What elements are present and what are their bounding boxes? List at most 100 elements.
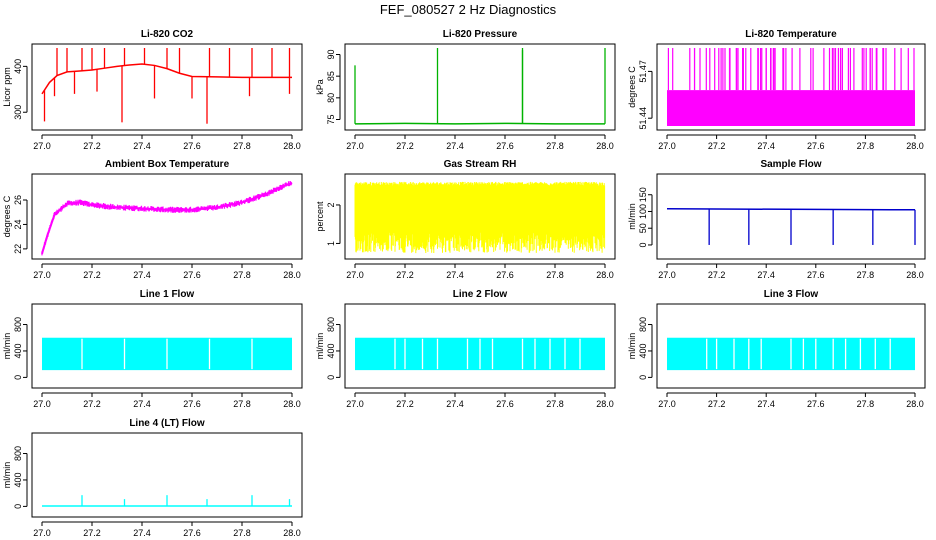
panel-2: Li-820 Pressure kPa 27.0 27.2 27.4 27.6 27.8 28… <box>315 29 616 151</box>
x-tick-label: 27.4 <box>446 270 464 280</box>
x-tick-label: 27.0 <box>33 399 51 409</box>
x-tick-label: 27.6 <box>496 399 514 409</box>
x-tick-label: 28.0 <box>283 399 301 409</box>
panel-title: Li-820 CO2 <box>141 29 194 40</box>
plot-frame <box>31 432 303 518</box>
x-tick-label: 27.0 <box>346 141 364 151</box>
panel-title: Line 4 (LT) Flow <box>129 418 205 429</box>
y-axis-label: kPa <box>315 79 325 95</box>
x-axis: 27.0 27.2 27.4 27.6 27.8 28.0 <box>33 521 301 538</box>
y-axis-label: Licor ppm <box>2 67 12 107</box>
x-tick-label: 27.8 <box>546 399 564 409</box>
x-tick-label: 27.0 <box>658 399 676 409</box>
data-gaps <box>706 338 891 370</box>
x-tick-label: 27.0 <box>346 399 364 409</box>
x-tick-label: 27.2 <box>83 270 101 280</box>
series-marks <box>354 181 606 254</box>
panel-6: Sample Flow ml/min 27.0 27.2 27.4 27.6 27.8 28.… <box>627 159 926 280</box>
data-gaps <box>394 338 581 370</box>
series-marks <box>667 337 915 371</box>
x-tick-label: 27.6 <box>807 141 825 151</box>
y-axis: 12 <box>326 202 341 246</box>
y-tick-label: 22 <box>13 244 23 254</box>
y-tick-label: 800 <box>638 317 648 332</box>
x-tick-label: 28.0 <box>596 270 614 280</box>
x-tick-label: 27.2 <box>396 399 414 409</box>
x-tick-label: 27.2 <box>708 141 726 151</box>
x-tick-label: 27.0 <box>658 270 676 280</box>
y-tick-label: 400 <box>13 343 23 358</box>
x-tick-label: 27.6 <box>807 270 825 280</box>
y-tick-label: 51.47 <box>638 60 648 83</box>
y-axis-label: ml/min <box>2 462 12 489</box>
y-axis: 22 24 26 <box>13 195 28 254</box>
x-tick-label: 27.0 <box>33 528 51 538</box>
y-axis: 0 400 800 <box>13 446 28 509</box>
x-tick-label: 27.8 <box>233 528 251 538</box>
series-marks <box>42 337 292 371</box>
x-tick-label: 27.8 <box>857 141 875 151</box>
x-tick-label: 27.6 <box>183 270 201 280</box>
data-noise <box>41 181 293 256</box>
x-tick-label: 27.2 <box>396 141 414 151</box>
y-axis-label: ml/min <box>315 333 325 360</box>
y-tick-label: 800 <box>13 317 23 332</box>
x-axis: 27.0 27.2 27.4 27.6 27.8 28.0 <box>346 134 614 151</box>
y-tick-label: 75 <box>326 114 336 124</box>
plot-frame <box>31 173 303 260</box>
x-tick-label: 27.8 <box>546 141 564 151</box>
x-tick-label: 27.4 <box>446 141 464 151</box>
y-axis-label: ml/min <box>627 203 637 230</box>
y-tick-label: 300 <box>13 105 23 120</box>
x-tick-label: 27.0 <box>33 270 51 280</box>
x-tick-label: 28.0 <box>283 528 301 538</box>
data-band <box>667 90 915 126</box>
x-tick-label: 27.8 <box>233 270 251 280</box>
y-tick-label: 800 <box>326 317 336 332</box>
x-tick-label: 27.2 <box>83 528 101 538</box>
x-tick-label: 28.0 <box>596 399 614 409</box>
series-marks <box>42 495 292 507</box>
panel-4: Ambient Box Temperature degrees C 27.0 27.2… <box>2 159 303 280</box>
plot-frame <box>656 173 926 260</box>
series-marks <box>354 48 606 125</box>
y-tick-label: 100 <box>638 204 648 219</box>
x-tick-label: 28.0 <box>906 141 924 151</box>
x-tick-label: 27.6 <box>496 270 514 280</box>
x-axis: 27.0 27.2 27.4 27.6 27.8 28.0 <box>33 134 301 151</box>
x-tick-label: 27.8 <box>233 141 251 151</box>
x-tick-label: 27.2 <box>83 141 101 151</box>
data-noise <box>354 181 606 254</box>
data-spikes <box>667 48 915 91</box>
y-axis-label: ml/min <box>627 333 637 360</box>
y-axis-label: degrees C <box>2 195 12 237</box>
y-axis: 0 400 800 <box>638 317 653 380</box>
series-marks <box>667 48 915 126</box>
y-tick-label: 24 <box>13 219 23 229</box>
y-tick-label: 400 <box>638 343 648 358</box>
x-tick-label: 28.0 <box>283 141 301 151</box>
series-marks <box>666 208 916 245</box>
panel-9: Line 3 Flow ml/min 27.0 27.2 27.4 27.6 27.8 28.… <box>627 289 926 409</box>
series-line <box>41 63 292 95</box>
panel-title: Line 2 Flow <box>453 289 508 300</box>
x-tick-label: 27.2 <box>83 399 101 409</box>
x-tick-label: 27.4 <box>133 528 151 538</box>
x-tick-label: 27.6 <box>183 141 201 151</box>
y-tick-label: 80 <box>326 93 336 103</box>
x-tick-label: 27.0 <box>33 141 51 151</box>
x-tick-label: 27.6 <box>183 399 201 409</box>
plot-frame <box>31 43 303 131</box>
x-axis: 27.0 27.2 27.4 27.6 27.8 28.0 <box>658 134 924 151</box>
series-marks <box>41 48 292 124</box>
x-tick-label: 27.8 <box>546 270 564 280</box>
plot-frame <box>344 173 616 260</box>
y-axis-label: degrees C <box>627 66 637 108</box>
x-tick-label: 27.8 <box>857 399 875 409</box>
x-tick-label: 27.2 <box>708 270 726 280</box>
y-tick-label: 800 <box>13 446 23 461</box>
